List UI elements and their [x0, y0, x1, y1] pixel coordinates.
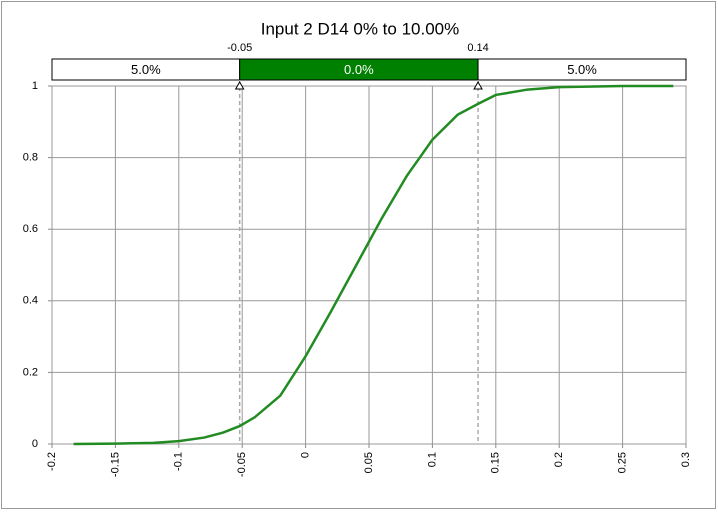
- chart-title: Input 2 D14 0% to 10.00%: [261, 19, 459, 38]
- y-tick-label: 0.8: [23, 152, 38, 164]
- x-tick-label: 0.05: [363, 452, 375, 473]
- delimiter-marker: [234, 80, 245, 90]
- region-label: 5.0%: [131, 62, 161, 77]
- region-label: 5.0%: [567, 62, 597, 77]
- x-tick-label: 0.15: [490, 452, 502, 473]
- region: [477, 58, 687, 81]
- delimiter-marker: [473, 80, 483, 90]
- delimiter-label: 0.14: [467, 42, 488, 54]
- x-tick-label: 0.25: [617, 452, 629, 473]
- x-tick-label: 0.2: [553, 452, 565, 467]
- delimiter-label: -0.05: [227, 42, 252, 54]
- cdf-line: [73, 84, 674, 446]
- x-tick-label: 0.1: [426, 452, 438, 467]
- y-tick-label: 0.2: [23, 366, 38, 378]
- y-tick-label: 1: [32, 80, 38, 92]
- x-tick-label: 0.3: [680, 452, 692, 467]
- y-tick-label: 0.4: [23, 295, 38, 307]
- x-tick-label: 0: [300, 452, 312, 458]
- x-tick-label: -0.05: [236, 452, 248, 477]
- x-tick-label: -0.2: [46, 452, 58, 471]
- y-tick-label: 0: [32, 438, 38, 450]
- x-tick-label: -0.15: [109, 452, 121, 477]
- x-tick-label: -0.1: [173, 452, 185, 471]
- region-label: 0.0%: [344, 62, 374, 77]
- y-tick-label: 0.6: [23, 223, 38, 235]
